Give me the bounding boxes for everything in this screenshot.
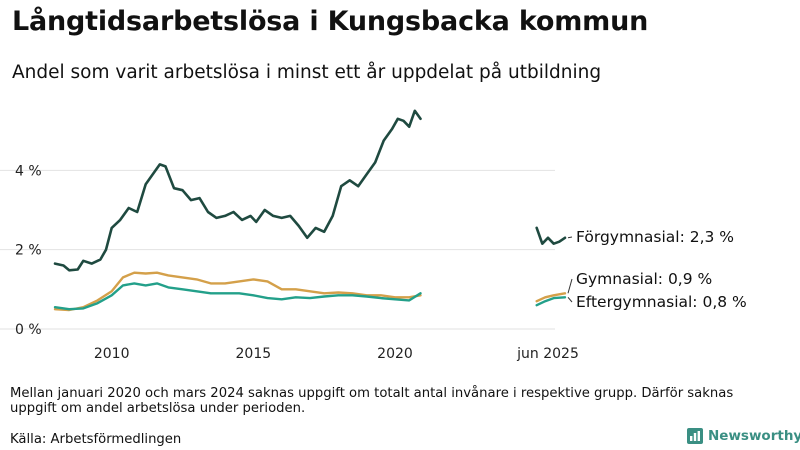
leader-line	[567, 296, 573, 303]
end-label-eftergymnasial: Eftergymnasial: 0,8 %	[576, 293, 747, 311]
chart-title: Långtidsarbetslösa i Kungsbacka kommun	[12, 6, 649, 37]
end-label-förgymnasial: Förgymnasial: 2,3 %	[576, 228, 734, 246]
leader-line	[567, 236, 573, 239]
series-line-gymnasial	[535, 292, 567, 303]
y-tick-label: 4 %	[15, 163, 42, 179]
end-label-gymnasial: Gymnasial: 0,9 %	[576, 270, 712, 288]
series-line-gymnasial	[53, 271, 422, 312]
leader-line	[567, 278, 573, 294]
brand-name: Newsworthy	[708, 428, 800, 444]
grid-lines	[0, 169, 555, 330]
x-tick-label: jun 2025	[516, 346, 579, 362]
chart-subtitle: Andel som varit arbetslösa i minst ett å…	[12, 62, 602, 83]
newsworthy-logo-icon	[687, 428, 703, 444]
series-line-eftergymnasial	[535, 296, 567, 307]
source-text: Källa: Arbetsförmedlingen	[10, 432, 182, 447]
footnote: Mellan januari 2020 och mars 2024 saknas…	[10, 386, 734, 416]
x-tick-label: 2015	[236, 346, 272, 362]
series-lines	[53, 109, 567, 312]
brand[interactable]: Newsworthy	[687, 428, 800, 444]
axis-ticks: 0 % 2 % 4 % 2010 2015 2020 jun 2025	[15, 163, 579, 362]
y-tick-label: 0 %	[15, 322, 42, 338]
x-tick-label: 2010	[94, 346, 130, 362]
x-tick-label: 2020	[377, 346, 413, 362]
series-end-labels: Förgymnasial: 2,3 % Gymnasial: 0,9 % Efter…	[567, 228, 747, 311]
series-line-förgymnasial	[53, 109, 422, 272]
line-chart: 0 % 2 % 4 % 2010 2015 2020 jun 2025 Förgymnasi…	[0, 109, 747, 362]
y-tick-label: 2 %	[15, 243, 42, 259]
series-line-eftergymnasial	[53, 282, 422, 311]
series-line-förgymnasial	[535, 226, 567, 245]
